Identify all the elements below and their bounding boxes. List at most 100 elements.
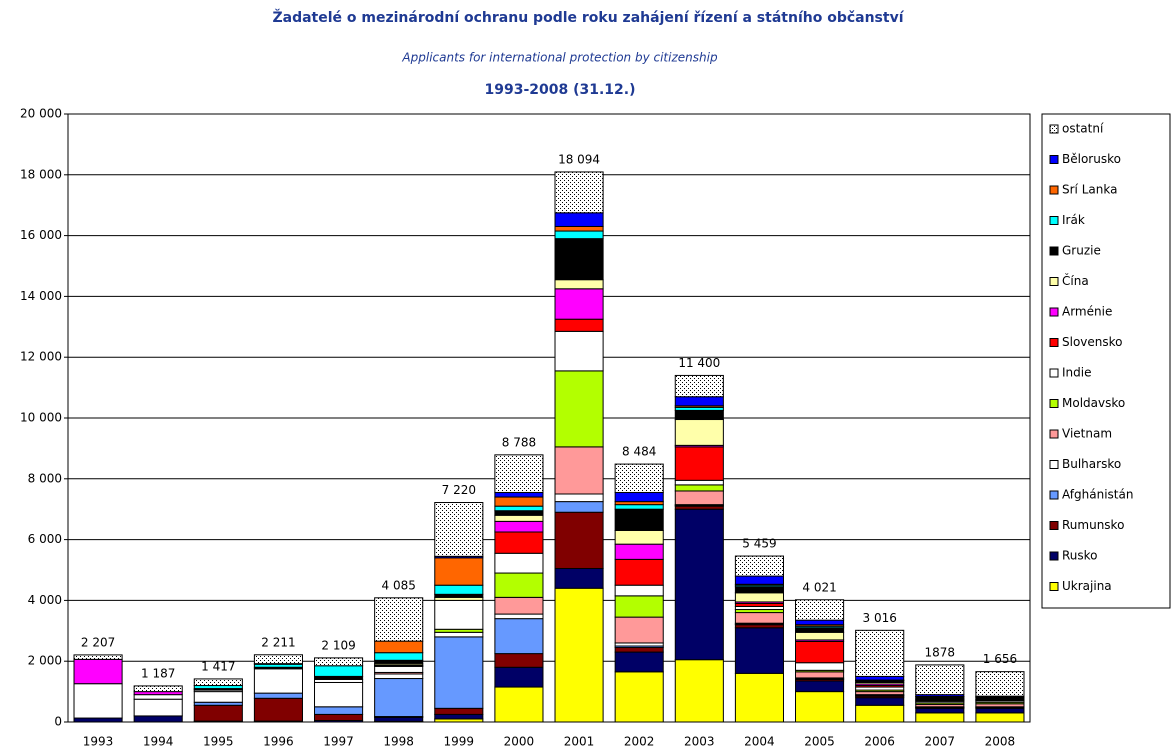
bar-segment	[674, 508, 724, 661]
y-tick-label: 12 000	[20, 350, 62, 364]
bar-segment	[554, 567, 604, 589]
total-label: 8 484	[622, 445, 656, 459]
bar-segment	[554, 279, 604, 290]
bar-segment	[795, 627, 845, 633]
x-tick-label: 2003	[684, 735, 715, 749]
bar-segment	[494, 653, 544, 668]
bar-segment	[795, 671, 845, 679]
legend-label: Moldavsko	[1062, 396, 1125, 410]
bar-segment	[374, 665, 424, 673]
bar-segment	[193, 704, 243, 722]
bar-segment	[253, 692, 303, 699]
bar-segment	[614, 671, 664, 723]
legend-swatch	[1049, 551, 1059, 561]
bar-segment	[855, 697, 905, 706]
bar-segment	[614, 508, 664, 531]
legend-label: Bulharsko	[1062, 457, 1121, 471]
bar-segment	[795, 691, 845, 723]
bar-segment	[734, 575, 784, 585]
total-label: 18 094	[558, 152, 600, 166]
legend-swatch	[1049, 338, 1059, 347]
x-tick-label: 1996	[263, 735, 294, 749]
bar-segment	[614, 651, 664, 673]
bar-segment	[734, 592, 784, 603]
total-label: 4 021	[802, 580, 836, 594]
legend-swatch	[1049, 521, 1059, 530]
y-tick-label: 18 000	[20, 167, 62, 181]
bar-segment	[614, 558, 664, 586]
bar-segment	[494, 496, 544, 507]
bar-segment	[554, 446, 604, 495]
legend-label: Rumunsko	[1062, 518, 1124, 532]
bar-segment	[674, 446, 724, 481]
bar-segment	[494, 572, 544, 598]
bar-segment	[554, 370, 604, 448]
bar-segment	[434, 557, 484, 586]
bar-segment	[314, 706, 364, 715]
x-tick-label: 2007	[925, 735, 956, 749]
bar-segment	[73, 717, 123, 723]
bar-segment	[314, 657, 364, 667]
bar-segment	[674, 409, 724, 421]
bar-segment	[434, 707, 484, 715]
bar-segment	[915, 712, 965, 723]
legend-label: Vietnam	[1062, 427, 1112, 441]
bar-segment	[193, 691, 243, 703]
total-label: 5 459	[742, 537, 776, 551]
legend-swatch	[1049, 246, 1059, 256]
bar-segment	[554, 493, 604, 503]
bar-segment	[554, 288, 604, 320]
bar-segment	[494, 618, 544, 655]
bar-segment	[674, 419, 724, 446]
total-label: 11 400	[678, 356, 720, 370]
bar-segment	[374, 673, 424, 680]
legend-swatch	[1049, 124, 1059, 134]
bar-segment	[614, 647, 664, 653]
bar-segment	[674, 374, 724, 398]
total-label: 3 016	[863, 611, 897, 625]
y-tick-label: 4 000	[28, 593, 62, 607]
bar-segment	[434, 713, 484, 720]
bar-segment	[795, 662, 845, 671]
bar-segment	[494, 596, 544, 615]
bar-segment	[374, 640, 424, 654]
legend-label: Arménie	[1062, 305, 1112, 319]
bar-segment	[855, 675, 905, 681]
bar-segment	[795, 599, 845, 621]
bar-segment	[193, 678, 243, 687]
legend-swatch	[1049, 429, 1059, 439]
bar-segment	[674, 396, 724, 407]
bar-segment	[614, 504, 664, 510]
bar-segment	[674, 484, 724, 492]
legend-swatch	[1049, 277, 1059, 286]
legend-swatch	[1049, 216, 1059, 225]
legend-box	[1041, 113, 1171, 609]
bar-segment	[915, 664, 965, 696]
x-tick-label: 1994	[143, 735, 174, 749]
bar-segment	[494, 520, 544, 533]
total-label: 1 187	[141, 666, 175, 680]
y-tick-label: 8 000	[28, 471, 62, 485]
bar-segment	[133, 694, 183, 700]
bar-segment	[434, 631, 484, 638]
bar-segment	[734, 627, 784, 674]
y-tick-label: 16 000	[20, 228, 62, 242]
bar-segment	[734, 672, 784, 723]
legend-label: Afghánistán	[1062, 488, 1133, 502]
legend-swatch	[1049, 307, 1059, 317]
x-tick-label: 2000	[504, 735, 535, 749]
bar-segment	[73, 654, 123, 660]
bar-segment	[614, 463, 664, 493]
bar-segment	[674, 490, 724, 506]
total-label: 8 788	[502, 435, 536, 449]
legend-label: Slovensko	[1062, 335, 1123, 349]
bar-segment	[795, 640, 845, 664]
legend-swatch	[1049, 490, 1059, 500]
y-tick-label: 20 000	[20, 107, 62, 121]
legend-swatch	[1049, 368, 1059, 378]
bar-segment	[614, 491, 664, 503]
bar-segment	[915, 707, 965, 714]
bar-segment	[795, 619, 845, 626]
legend-swatch	[1049, 460, 1059, 469]
bar-segment	[554, 318, 604, 332]
